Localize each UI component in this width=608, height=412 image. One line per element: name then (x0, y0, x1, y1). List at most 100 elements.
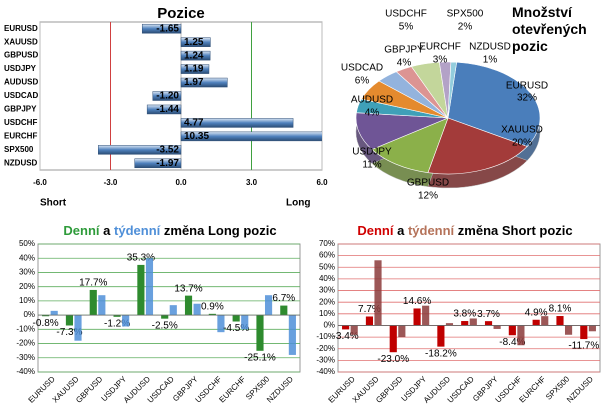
bars (98, 23, 322, 169)
bar (517, 325, 525, 346)
value-label: -2.5% (152, 320, 178, 331)
y-tick-label: 60% (319, 251, 335, 260)
y-tick-label: 30% (19, 268, 35, 277)
value-label: -0.8% (33, 318, 59, 329)
bar (461, 321, 469, 326)
y-tick-label: 30% (319, 286, 335, 295)
pie-label: GBPJPY (384, 45, 424, 56)
value-label: 10.35 (184, 131, 209, 142)
long-label: Long (286, 198, 310, 209)
pie-title: Množství otevřených pozic (512, 4, 587, 54)
pie-label: EURUSD (506, 81, 548, 92)
y-tick-label: EURUSD (4, 24, 38, 33)
value-label: -11.7% (568, 341, 599, 352)
value-label: 8.1% (549, 304, 572, 315)
bar (113, 315, 121, 317)
bar (342, 325, 350, 330)
value-label: 4.9% (525, 307, 548, 318)
value-label: 1.19 (184, 64, 204, 75)
bar (161, 315, 169, 319)
pie-slice (447, 61, 458, 119)
y-tick-label: 40% (19, 253, 35, 262)
x-tick-label: NZDUSD (265, 374, 295, 404)
pie-value: 20% (512, 138, 532, 149)
y-tick-label: XAUUSD (4, 37, 38, 46)
value-label: 14.6% (403, 296, 431, 307)
pie-value: 2% (458, 22, 473, 33)
x-tick-label: USDCAD (146, 374, 176, 404)
title-part: Denní (357, 223, 394, 238)
bar (532, 319, 540, 326)
pie-label: NZDUSD (469, 42, 511, 53)
pie-value: 3% (433, 55, 448, 66)
y-tick-label: -10% (16, 324, 35, 333)
bar (180, 118, 294, 128)
bar (580, 325, 588, 340)
pie-label: GBPUSD (407, 178, 449, 189)
title-part: změna Short pozic (458, 223, 573, 238)
bar (493, 325, 501, 329)
value-label: 35.3% (127, 253, 155, 264)
bar (42, 315, 50, 317)
bar (141, 23, 182, 34)
value-label: -3.52 (156, 144, 179, 155)
y-tick-label: 70% (319, 239, 335, 248)
bar (422, 305, 430, 326)
y-tick-label: 20% (319, 297, 335, 306)
y-tick-label: GBPJPY (4, 105, 37, 114)
x-tick-label: EURCHF (217, 374, 247, 404)
pie-label: SPX500 (447, 9, 484, 20)
bar (217, 315, 225, 333)
bar (469, 318, 477, 326)
pie-value: 4% (365, 108, 380, 119)
bar (413, 308, 421, 326)
pie-label: USDJPY (352, 147, 392, 158)
bar (588, 325, 596, 332)
bar (145, 258, 154, 316)
y-tick-label: NZDUSD (4, 158, 38, 167)
pie-slice (427, 117, 528, 175)
bar (180, 50, 211, 61)
pozice-title: Pozice (157, 5, 205, 22)
y-tick-label: 0% (323, 321, 335, 330)
value-label: 3.7% (477, 309, 500, 320)
y-tick-label: -10% (316, 332, 335, 341)
y-tick-label: EURCHF (4, 131, 37, 140)
value-label: 7.7% (358, 304, 381, 315)
x-tick-label: NZDUSD (565, 374, 595, 404)
value-label: 6.7% (272, 293, 295, 304)
bar (374, 260, 382, 326)
short-label: Short (40, 198, 67, 209)
bar (152, 91, 182, 101)
value-label: -7.3% (56, 327, 82, 338)
y-tick-label: USDCHF (4, 118, 37, 127)
y-tick-label: -30% (16, 353, 35, 362)
short-title: Denní a týdenní změna Short pozic (357, 223, 572, 238)
y-tick-label: 10% (319, 309, 335, 318)
bar (134, 158, 182, 169)
y-tick-label: 50% (319, 262, 335, 271)
bar (98, 295, 106, 316)
bar (50, 310, 58, 316)
y-tick-label: 40% (319, 274, 335, 283)
x-tick-label: 3.0 (246, 178, 258, 187)
pie-label: XAUUSD (501, 125, 543, 136)
x-tick-label: 0.0 (175, 178, 187, 187)
value-label: -25.1% (244, 352, 276, 363)
y-tick-label: -40% (16, 367, 35, 376)
bar (484, 321, 493, 326)
bar (389, 325, 397, 353)
title-part: a (397, 223, 405, 238)
y-tick-label: -20% (316, 344, 335, 353)
bar (280, 305, 288, 316)
value-label: -4.5% (223, 323, 249, 334)
bar (180, 131, 322, 142)
pie-label: USDCAD (341, 63, 383, 74)
title-part: změna Long pozic (164, 223, 277, 238)
value-label: 1.97 (184, 77, 204, 88)
y-tick-label: -40% (316, 367, 335, 376)
value-label: 3.8% (453, 309, 476, 320)
bar (208, 313, 216, 316)
